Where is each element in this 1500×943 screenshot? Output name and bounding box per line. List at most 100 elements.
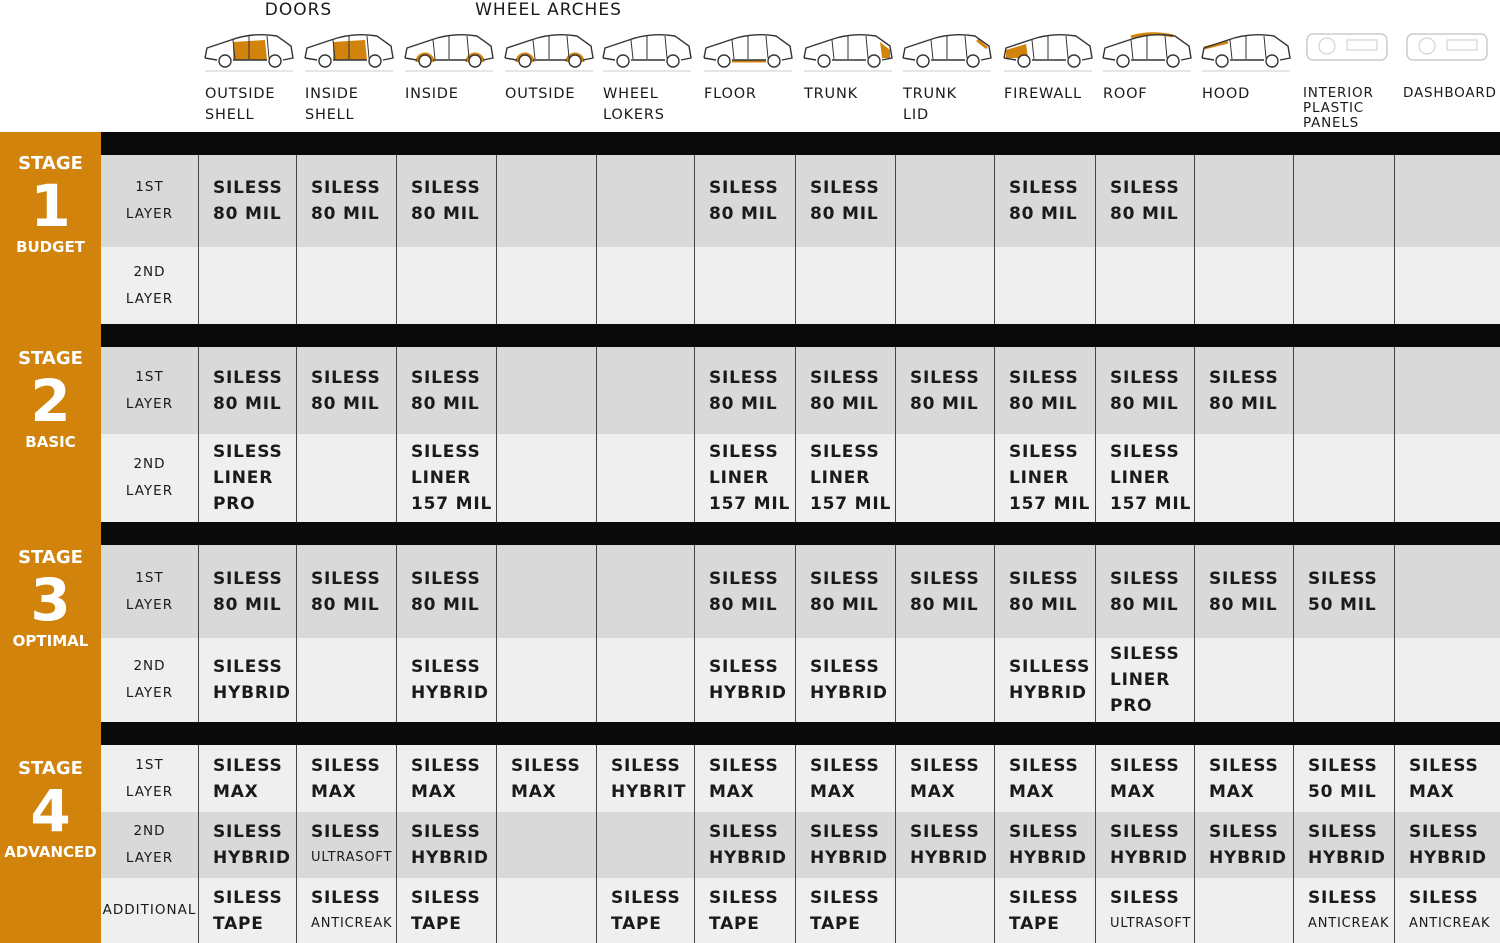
cell-text: SILESS	[1209, 755, 1279, 776]
table-cell: SILESS LINER 157 MIL	[695, 434, 796, 522]
column-label: WHEEL LOKERS	[603, 86, 665, 123]
table-row: 1ST LAYER SILESS MAX SILESS MAX SILESS MAX SILE…	[101, 745, 1500, 812]
cell-text: SILESS	[411, 887, 481, 908]
table-cell: SILESS 80 MIL	[199, 545, 297, 638]
cell-text: HYBRID	[709, 848, 787, 868]
cell-text: ANTICREAK	[311, 915, 393, 931]
cell-text: 50 MIL	[1308, 781, 1377, 802]
table-cell	[1294, 347, 1395, 434]
stage-number: 3	[30, 566, 71, 634]
cell-text: 157 MIL	[1110, 494, 1192, 514]
cell-text: SILESS	[213, 367, 283, 388]
column-label: INSIDE	[405, 86, 459, 102]
layer-label: 2ND LAYER	[101, 812, 199, 878]
cell-text: SILESS	[1308, 755, 1378, 776]
cell-text: SILESS	[1110, 367, 1180, 388]
table-cell	[896, 247, 995, 324]
cell-text: SILESS	[810, 178, 880, 198]
cell-text: SILESS	[1110, 755, 1180, 776]
cell-text: SILESS	[1009, 178, 1079, 198]
cell-text: SILESS	[411, 367, 481, 388]
table-row: 2ND LAYER	[101, 247, 1500, 324]
table-cell: SILESS HYBRID	[199, 812, 297, 878]
cell-text: LINER	[411, 468, 472, 488]
table-cell: SILESS MAX	[896, 745, 995, 812]
table-cell	[896, 638, 995, 722]
cell-text: HYBRID	[810, 848, 888, 868]
table-cell: SILESS HYBRID	[796, 812, 896, 878]
cell-text: SILESS	[411, 442, 481, 462]
cell-text: SILESS	[411, 755, 481, 776]
cell-text: SILESS	[1110, 887, 1180, 908]
stage-name: ADVANCED	[4, 842, 97, 861]
cell-text: 80 MIL	[1110, 204, 1179, 224]
cell-text: SILESS	[810, 442, 880, 462]
cell-text: 80 MIL	[709, 393, 778, 414]
cell-text: LINER	[810, 468, 871, 488]
layer-label: 1ST LAYER	[101, 545, 199, 638]
table-cell: SILESS 80 MIL	[199, 155, 297, 247]
layer-label: 1ST LAYER	[101, 745, 199, 812]
table-cell: SILESS MAX	[297, 745, 397, 812]
cell-text: SILESS	[810, 367, 880, 388]
cell-text: SILESS	[709, 887, 779, 908]
table-cell: SILESS HYBRID	[695, 812, 796, 878]
table-cell	[497, 812, 597, 878]
header-column: TRUNK	[798, 26, 898, 132]
cell-text: HYBRID	[411, 848, 489, 868]
cell-text: SILESS	[213, 755, 283, 776]
stage-title: STAGE	[18, 547, 83, 568]
cell-text: SILESS	[1009, 822, 1079, 842]
table-cell	[597, 155, 695, 247]
table-cell	[1294, 638, 1395, 722]
table-cell: SILESS MAX	[497, 745, 597, 812]
table-cell: SILESS 80 MIL	[1096, 347, 1195, 434]
cell-text: TAPE	[810, 913, 861, 934]
cell-text: SILESS	[810, 568, 880, 589]
cell-text: SILESS	[709, 442, 779, 462]
table-cell	[297, 638, 397, 722]
cell-text: SILESS	[1308, 887, 1378, 908]
table-cell	[1195, 878, 1294, 943]
cell-text: SILESS	[1009, 367, 1079, 388]
cell-text: MAX	[511, 781, 557, 802]
cell-text: SILESS	[213, 178, 283, 198]
table-cell: SILESS 80 MIL	[995, 545, 1096, 638]
cell-text: SILESS	[1009, 442, 1079, 462]
cell-text: 80 MIL	[709, 594, 778, 615]
stage-name: BUDGET	[16, 238, 85, 256]
cell-text: SILESS	[411, 822, 481, 842]
cell-text: SILESS	[311, 367, 381, 388]
table-cell: SILESS HYBRID	[995, 812, 1096, 878]
cell-text: LINER	[1009, 468, 1070, 488]
table-cell: SILESS TAPE	[796, 878, 896, 943]
cell-text: SILESS	[1209, 367, 1279, 388]
column-label: TRUNK LID	[903, 86, 957, 123]
cell-text: SILESS	[311, 822, 381, 842]
header-column: INSIDE SHELL	[299, 26, 399, 132]
cell-text: HYBRID	[1409, 848, 1487, 868]
cell-text: HYBRID	[1308, 848, 1386, 868]
cell-text: HYBRID	[1209, 848, 1287, 868]
table-cell: SILESS TAPE	[695, 878, 796, 943]
cell-text: 80 MIL	[1209, 594, 1278, 615]
header-column: FIREWALL	[998, 26, 1099, 132]
table-cell	[597, 247, 695, 324]
cell-text: 80 MIL	[1009, 204, 1078, 224]
table-cell	[597, 434, 695, 522]
table-cell	[896, 878, 995, 943]
cell-text: SILESS	[1308, 822, 1378, 842]
header-column: INSIDE	[399, 26, 499, 132]
table-cell	[896, 434, 995, 522]
table-cell: SILESS 50 MIL	[1294, 745, 1395, 812]
cell-text: SILESS	[1009, 755, 1079, 776]
layer-label: 1ST LAYER	[101, 347, 199, 434]
table-cell: SILESS HYBRID	[1294, 812, 1395, 878]
cell-text: PRO	[1110, 696, 1153, 716]
cell-text: SILESS	[910, 568, 980, 589]
table-row: 2ND LAYER SILESS LINER PRO SILESS LINER 157 MI…	[101, 434, 1500, 522]
table-cell: SILESS TAPE	[995, 878, 1096, 943]
table-cell	[397, 247, 497, 324]
table-cell: SILESS ANTICREAK	[297, 878, 397, 943]
cell-text: SILESS	[411, 568, 481, 589]
